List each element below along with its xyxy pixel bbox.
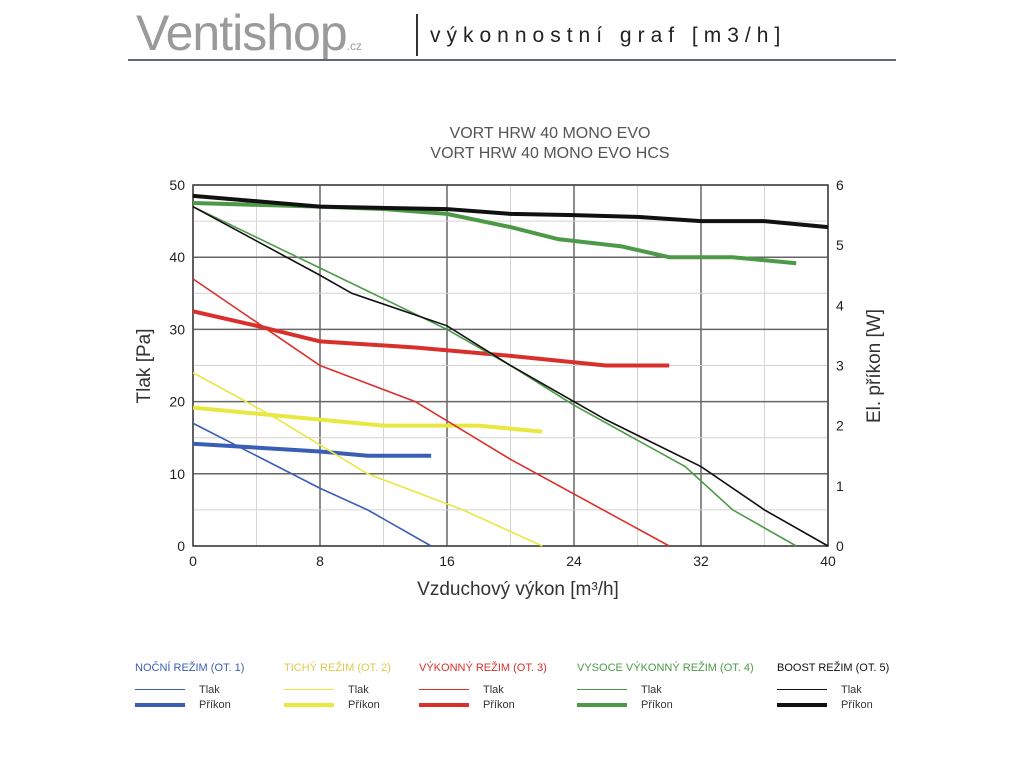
legend-group: TICHÝ REŽIM (OT. 2) Tlak Příkon [284,662,391,712]
legend-swatch [135,689,185,690]
y-tick-label: 40 [169,249,185,265]
legend-entry: Tlak [284,682,391,697]
y2-tick-label: 4 [836,297,844,313]
y-tick-label: 20 [169,394,185,410]
y-tick-label: 10 [169,466,185,482]
legend-label: Tlak [483,683,504,696]
legend-swatch [577,689,627,690]
y2-tick-label: 2 [836,418,844,434]
y-axis-label: Tlak [Pa] [134,329,155,404]
y2-axis-label: El. příkon [W] [864,309,885,423]
y2-tick-label: 0 [836,538,844,554]
ventishop-logo: Ventishop.cz [136,5,362,61]
legend-entry: Příkon [284,697,391,712]
legend-group: NOČNÍ REŽIM (OT. 1) Tlak Příkon [135,662,244,712]
legend-swatch [284,702,334,707]
legend-swatch [135,702,185,707]
legend-swatch [577,702,627,707]
page-subtitle: výkonnostní graf [m3/h] [430,24,787,47]
legend-swatch [777,689,827,690]
x-axis-label: Vzduchový výkon [m³/h] [417,579,619,600]
legend-entry: Příkon [135,697,244,712]
legend-swatch [777,702,827,707]
series-3-tlak-line [192,278,670,547]
series-5-tlak-line [192,205,829,547]
legend-label: Tlak [348,683,369,696]
y2-tick-label: 5 [836,237,844,253]
legend-label: Příkon [348,698,380,711]
plot-frame [192,184,829,547]
series-4-tlak-line [192,205,797,547]
legend-label: Příkon [641,698,673,711]
x-tick-label: 32 [693,553,709,569]
legend-swatch [419,702,469,707]
legend-entry: Příkon [777,697,889,712]
header-separator [416,14,418,56]
legend-title: TICHÝ REŽIM (OT. 2) [284,662,391,674]
series-1-prikon-line [192,441,432,458]
series-5-prikon-line [192,193,829,230]
legend-title: NOČNÍ REŽIM (OT. 1) [135,662,245,674]
y-tick-label: 50 [169,177,185,193]
x-tick-label: 8 [316,553,324,569]
legend-label: Příkon [199,698,231,711]
legend-group: VYSOCE VÝKONNÝ REŽIM (OT. 4) Tlak Příkon [577,662,754,712]
legend-swatch [419,689,469,690]
chart-title: VORT HRW 40 MONO EVO [450,125,651,142]
legend-entry: Tlak [419,682,547,697]
legend-label: Příkon [483,698,515,711]
series-2-prikon-line [192,405,543,434]
y2-tick-label: 1 [836,478,844,494]
legend-entry: Tlak [135,682,244,697]
x-tick-label: 0 [189,553,197,569]
legend-label: Tlak [841,683,862,696]
legend-title: VÝKONNÝ REŽIM (OT. 3) [419,662,547,674]
y-tick-label: 30 [169,321,185,337]
legend-title: VYSOCE VÝKONNÝ REŽIM (OT. 4) [577,662,754,674]
y2-tick-label: 6 [836,177,844,193]
series-3-prikon-line [192,309,670,368]
legend-entry: Tlak [777,682,889,697]
legend-group: VÝKONNÝ REŽIM (OT. 3) Tlak Příkon [419,662,547,712]
legend-swatch [284,689,334,690]
legend-label: Příkon [841,698,873,711]
x-tick-label: 16 [439,553,455,569]
legend-label: Tlak [199,683,220,696]
legend-entry: Příkon [577,697,754,712]
legend-entry: Tlak [577,682,754,697]
x-tick-label: 24 [566,553,582,569]
legend-entry: Příkon [419,697,547,712]
y-tick-label: 0 [177,538,185,554]
legend-group: BOOST REŽIM (OT. 5) Tlak Příkon [777,662,889,712]
chart-title: VORT HRW 40 MONO EVO HCS [430,145,669,162]
y2-tick-label: 3 [836,358,844,374]
legend-title: BOOST REŽIM (OT. 5) [777,662,890,674]
x-tick-label: 40 [820,553,836,569]
header-divider [128,59,896,61]
legend-label: Tlak [641,683,662,696]
series-2-tlak-line [192,372,543,547]
